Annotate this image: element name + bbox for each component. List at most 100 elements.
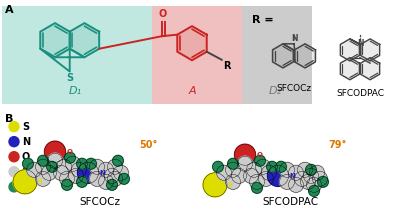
Circle shape <box>250 174 264 189</box>
Circle shape <box>90 159 104 174</box>
Polygon shape <box>295 44 316 68</box>
Polygon shape <box>340 58 360 80</box>
Text: C: C <box>22 167 29 177</box>
Text: S: S <box>228 182 233 188</box>
Circle shape <box>258 171 274 186</box>
Circle shape <box>309 186 319 196</box>
Circle shape <box>252 182 262 193</box>
Text: O: O <box>22 152 30 162</box>
Circle shape <box>268 165 288 186</box>
Text: S: S <box>22 122 29 132</box>
FancyBboxPatch shape <box>242 6 312 104</box>
Circle shape <box>72 162 86 177</box>
Text: N: N <box>291 34 297 43</box>
Polygon shape <box>340 39 360 61</box>
Circle shape <box>62 179 72 190</box>
Circle shape <box>90 171 104 186</box>
Polygon shape <box>360 39 380 61</box>
Circle shape <box>13 170 37 194</box>
Text: S: S <box>38 179 43 185</box>
Circle shape <box>226 162 240 177</box>
Circle shape <box>108 171 122 186</box>
Circle shape <box>256 159 270 174</box>
Circle shape <box>54 165 68 180</box>
Text: SFCODPAC: SFCODPAC <box>262 197 318 207</box>
Circle shape <box>9 167 19 177</box>
Text: D₁: D₁ <box>68 86 82 96</box>
Circle shape <box>312 171 328 186</box>
Circle shape <box>298 162 312 177</box>
Circle shape <box>42 165 56 180</box>
Text: A: A <box>188 86 196 96</box>
Circle shape <box>98 162 114 177</box>
Text: N: N <box>357 39 363 48</box>
Polygon shape <box>70 23 99 57</box>
Text: 50°: 50° <box>139 140 157 150</box>
Circle shape <box>238 156 252 171</box>
Text: SFCODPAC: SFCODPAC <box>336 89 384 99</box>
Text: O: O <box>159 9 167 19</box>
Circle shape <box>77 158 88 169</box>
Circle shape <box>213 161 223 172</box>
Circle shape <box>304 168 318 183</box>
Circle shape <box>9 152 19 162</box>
Text: 79°: 79° <box>329 140 347 150</box>
Circle shape <box>86 158 96 169</box>
Circle shape <box>267 161 278 172</box>
Circle shape <box>306 164 316 175</box>
Circle shape <box>113 155 123 166</box>
Circle shape <box>306 177 322 192</box>
Text: D₂: D₂ <box>268 86 282 96</box>
Circle shape <box>262 165 276 180</box>
Circle shape <box>108 159 122 174</box>
Text: O: O <box>66 149 72 155</box>
FancyBboxPatch shape <box>152 6 242 104</box>
Polygon shape <box>272 44 293 68</box>
Circle shape <box>203 173 227 197</box>
Text: R =: R = <box>252 15 274 25</box>
Text: H: H <box>22 182 30 192</box>
Polygon shape <box>177 26 207 60</box>
Circle shape <box>300 174 316 189</box>
Circle shape <box>288 165 304 180</box>
Circle shape <box>64 152 76 163</box>
Polygon shape <box>360 58 380 80</box>
Circle shape <box>78 162 98 183</box>
Circle shape <box>310 165 324 180</box>
Circle shape <box>234 144 256 165</box>
Text: N: N <box>290 173 295 179</box>
Text: N: N <box>100 170 105 176</box>
Circle shape <box>56 159 72 174</box>
Circle shape <box>276 161 286 172</box>
Circle shape <box>9 122 19 132</box>
Circle shape <box>44 141 66 162</box>
Circle shape <box>228 158 238 169</box>
Circle shape <box>216 165 232 180</box>
Circle shape <box>77 176 88 187</box>
Circle shape <box>36 159 50 174</box>
Text: SFCOCz: SFCOCz <box>80 197 120 207</box>
Circle shape <box>232 168 246 183</box>
Circle shape <box>280 162 294 177</box>
Circle shape <box>114 165 128 180</box>
Circle shape <box>118 173 130 184</box>
Circle shape <box>226 174 240 189</box>
Circle shape <box>246 162 262 177</box>
Circle shape <box>104 168 120 183</box>
Circle shape <box>66 156 80 171</box>
Circle shape <box>9 137 19 147</box>
Circle shape <box>244 168 258 183</box>
Circle shape <box>60 171 74 186</box>
Text: R: R <box>223 61 230 71</box>
Circle shape <box>254 155 266 166</box>
Text: O: O <box>256 152 262 158</box>
Text: B: B <box>5 113 13 123</box>
Circle shape <box>106 179 118 190</box>
Circle shape <box>9 182 19 192</box>
Circle shape <box>318 176 328 187</box>
Circle shape <box>38 155 48 166</box>
Text: S: S <box>66 72 73 82</box>
FancyBboxPatch shape <box>2 6 152 104</box>
Circle shape <box>288 177 304 192</box>
Circle shape <box>98 174 114 189</box>
